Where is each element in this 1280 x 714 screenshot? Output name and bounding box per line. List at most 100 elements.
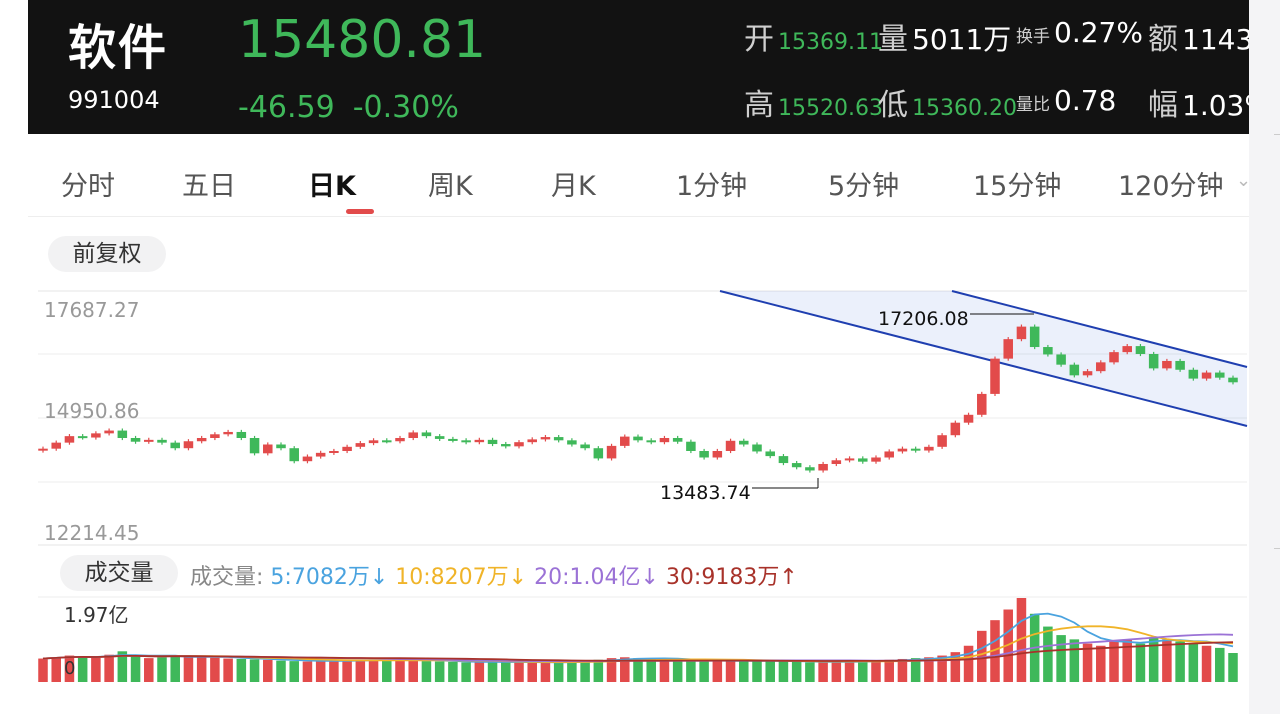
volume-bar	[646, 658, 656, 682]
volume-bar	[540, 662, 551, 682]
volume-bar	[302, 661, 313, 682]
candle-body	[263, 444, 273, 454]
candle-body	[805, 467, 815, 471]
volume-bar	[778, 661, 789, 682]
candle-body	[659, 437, 670, 443]
candle-body	[342, 446, 352, 451]
candle-body	[1148, 353, 1159, 369]
volume-bar	[51, 657, 61, 682]
candle-body	[91, 433, 101, 438]
candle-body	[818, 463, 828, 471]
volume-bar	[593, 659, 604, 682]
volume-bar	[1215, 647, 1225, 682]
candle-body	[1188, 369, 1199, 379]
turnover-stat: 换手 0.27%	[1016, 16, 1143, 49]
volume-bar	[1201, 645, 1212, 682]
volume-bar	[1228, 653, 1238, 682]
volume-ratio-stat: 量比 0.78	[1016, 84, 1117, 117]
volume-bar	[514, 662, 524, 682]
tab-15min[interactable]: 15分钟	[973, 171, 1062, 202]
volume-bar	[77, 656, 88, 682]
candle-body	[223, 431, 233, 435]
candle-body	[540, 437, 551, 440]
candle-body	[1096, 362, 1106, 372]
volume-bar	[355, 659, 366, 682]
volume-bar	[712, 661, 723, 682]
candle-body	[765, 451, 775, 457]
volume-bar	[1016, 598, 1027, 682]
period-tabs: 分时 五日 日K 周K 月K 1分钟 5分钟 15分钟 120分钟 ⌄	[28, 150, 1252, 217]
tab-intraday[interactable]: 分时	[61, 171, 115, 202]
candle-body	[977, 393, 987, 415]
volume-bar	[501, 661, 511, 682]
candle-body	[1069, 364, 1080, 376]
volume-bar	[977, 630, 987, 682]
volume-bar	[170, 655, 180, 682]
volume-bar	[990, 620, 1000, 682]
volume-bar	[924, 657, 934, 682]
candle-body	[1003, 339, 1013, 359]
candle-body	[104, 430, 114, 434]
volume-bar	[487, 661, 498, 682]
candle-body	[289, 448, 299, 462]
candle-body	[699, 450, 709, 458]
volume-bar	[1162, 639, 1172, 682]
tab-5min[interactable]: 5分钟	[828, 171, 900, 202]
tab-1min[interactable]: 1分钟	[676, 171, 748, 202]
candle-body	[1016, 326, 1027, 340]
candle-body	[672, 437, 683, 442]
candle-body	[752, 444, 762, 452]
volume-bar	[1175, 641, 1185, 682]
volume-bar	[157, 657, 167, 682]
volume-bar	[38, 658, 48, 682]
volume-indicator-button[interactable]: 成交量	[60, 555, 178, 591]
volume-bar	[739, 660, 749, 682]
volume-bar	[699, 661, 709, 682]
volume-bar	[752, 660, 762, 682]
tab-daily-k[interactable]: 日K	[308, 171, 356, 202]
volume-bars	[38, 598, 1238, 682]
candle-body	[487, 439, 498, 445]
adjust-button[interactable]: 前复权	[48, 236, 166, 272]
volume-stat: 量 5011万	[878, 22, 1012, 57]
candle-body	[210, 434, 220, 438]
volume-bar	[223, 658, 233, 682]
tab-120min[interactable]: 120分钟	[1118, 171, 1224, 202]
volume-bar	[382, 658, 392, 682]
candle-body	[1122, 346, 1132, 353]
volume-bar	[884, 659, 894, 682]
tab-monthly-k[interactable]: 月K	[551, 171, 596, 202]
candle-body	[395, 437, 405, 442]
volume-bar	[1188, 643, 1199, 682]
candle-body	[1056, 354, 1066, 365]
volume-bar	[606, 658, 617, 682]
volume-ma5-line	[42, 612, 1234, 664]
volume-legend: 成交量: 5:7082万↓ 10:8207万↓ 20:1.04亿↓ 30:918…	[190, 565, 798, 590]
candle-body	[130, 437, 141, 442]
candle-body	[1043, 347, 1053, 355]
volume-bar	[1109, 641, 1119, 682]
tab-five-day[interactable]: 五日	[182, 171, 236, 202]
volume-bar	[897, 658, 908, 682]
volume-bar	[263, 659, 273, 682]
tab-weekly-k[interactable]: 周K	[428, 171, 473, 202]
candle-body	[196, 437, 207, 442]
candle-body	[329, 450, 339, 453]
candle-body	[633, 436, 643, 441]
candle-body	[990, 358, 1000, 394]
volume-bar	[686, 660, 696, 682]
volume-bar	[329, 660, 339, 682]
candle-body	[514, 442, 524, 447]
volume-bar	[1082, 643, 1093, 682]
chevron-down-icon[interactable]: ⌄	[1236, 170, 1252, 191]
volume-bar	[818, 661, 828, 682]
ma10-legend: 10:8207万↓	[395, 565, 528, 590]
right-scroll-edge	[1249, 0, 1280, 714]
ma5-legend: 5:7082万↓	[270, 565, 389, 590]
candle-body	[712, 450, 723, 458]
volume-bar	[144, 658, 154, 682]
candle-body	[831, 460, 842, 464]
candle-body	[778, 456, 789, 464]
low-stat: 低 15360.20	[878, 88, 1017, 123]
